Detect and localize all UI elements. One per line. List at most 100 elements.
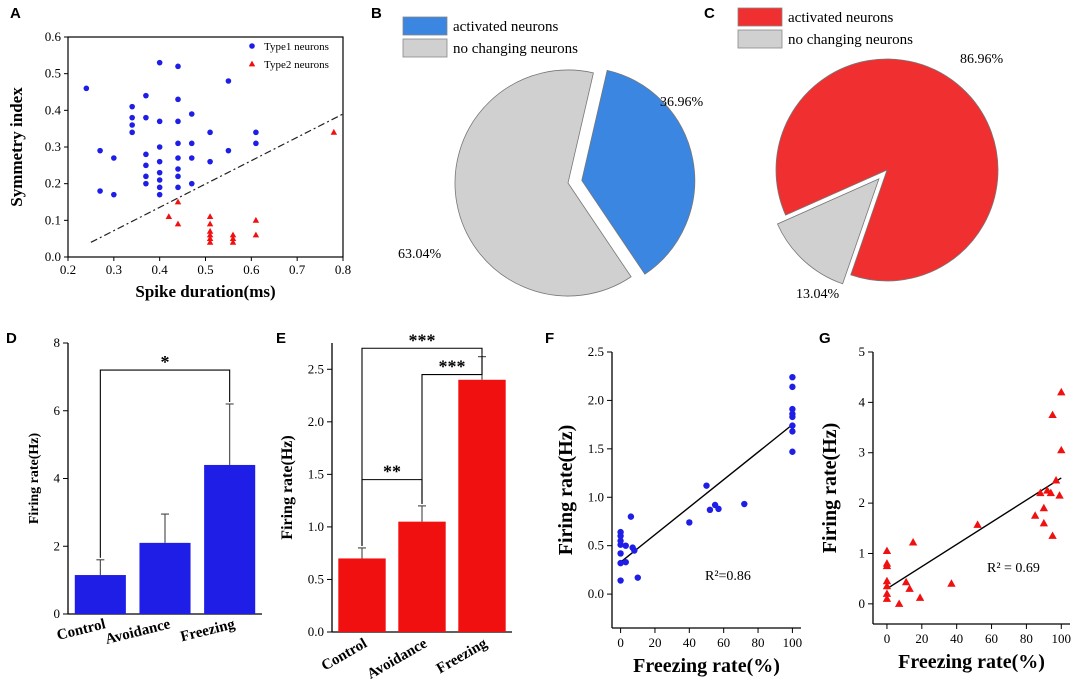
- panel-a-y-tick-label: 0.5: [45, 66, 61, 81]
- panel-letter-c: C: [704, 5, 715, 22]
- panel-g-point: [882, 561, 892, 570]
- panel-e-sig-bracket-1: [421, 354, 483, 504]
- panel-a-scatter: 0.2 0.3 0.4 0.5 0.6 0.7 0.8 0.0 0.1 0.2 0.3 0.4 0.5 0…: [7, 29, 351, 301]
- panel-f-point: [622, 542, 629, 549]
- panel-f-x-tick-label: 0: [617, 635, 624, 650]
- panel-f-fit-line: [620, 424, 793, 563]
- panel-g-point: [947, 579, 956, 587]
- panel-f-point: [634, 574, 641, 581]
- panel-e-y-tick-label: 2.5: [308, 361, 324, 376]
- panel-a-legend-type1-marker: [249, 43, 255, 49]
- panel-g-y-tick-label: 5: [859, 344, 866, 359]
- panel-e-sig-label-1: ***: [439, 357, 466, 377]
- panel-a-type1-point: [207, 158, 213, 165]
- panel-f-point: [715, 505, 722, 513]
- panel-a-legend-type2-marker: [248, 60, 256, 67]
- panel-a-type1-point: [143, 162, 149, 169]
- panel-f-x-tick-label: 80: [752, 635, 765, 650]
- panel-a-type1-point: [143, 114, 149, 121]
- panel-a-type2-point: [229, 235, 237, 242]
- panel-g-scatter: 0 20 40 60 80 100 0 1 2 3 4 5 Freezing rate(%) Firing…: [819, 344, 1071, 673]
- panel-e-bar-freezing: [458, 379, 506, 632]
- panel-f-x-tick-label: 100: [783, 635, 803, 650]
- panel-d-sig-bracket-0: [99, 369, 231, 558]
- panel-a-type2-point: [330, 128, 338, 135]
- panel-g-point: [901, 577, 911, 586]
- panel-g-point: [1048, 410, 1057, 419]
- panel-a-x-tick-label: 0.3: [106, 262, 122, 277]
- panel-f-r2-annotation: R²=0.86: [705, 569, 751, 584]
- panel-g-y-tick-label: 4: [859, 394, 866, 409]
- panel-letter-b: B: [371, 5, 382, 22]
- panel-a-y-tick-label: 0.1: [45, 212, 61, 227]
- panel-a-type1-point: [156, 184, 163, 191]
- panel-f-point: [789, 413, 796, 421]
- panel-a-type1-point: [143, 173, 149, 180]
- panel-c-slice-1: [776, 178, 880, 285]
- panel-g-point: [882, 581, 892, 590]
- panel-a-type1-point: [225, 147, 232, 154]
- panel-g-x-tick-label: 40: [950, 631, 963, 646]
- panel-g-r2-annotation: R² = 0.69: [987, 561, 1040, 576]
- panel-f-x-tick-label: 20: [648, 635, 661, 650]
- panel-c-legend-swatch-1: [737, 29, 783, 49]
- panel-f-point: [617, 577, 624, 584]
- panel-letter-g: G: [819, 330, 831, 347]
- panel-a-type2-point: [206, 227, 214, 234]
- panel-a-type1-point: [175, 140, 181, 147]
- panel-b-pie: 36.96% 63.04% activated neurons no changing…: [398, 16, 704, 297]
- panel-g-point: [1057, 387, 1066, 396]
- panel-g-point: [882, 546, 892, 555]
- panel-f-point: [789, 373, 796, 381]
- panel-a-x-tick-label: 0.8: [335, 262, 351, 277]
- panel-a-type1-point: [175, 96, 181, 103]
- panel-f-point: [617, 559, 624, 567]
- panel-f-point: [631, 547, 638, 554]
- panel-e-bar-avoidance: [398, 521, 446, 632]
- panel-a-type1-point: [188, 140, 195, 147]
- panel-letter-e: E: [276, 330, 286, 347]
- panel-d-category-label-control: Control: [55, 616, 107, 644]
- panel-d-y-tick-label: 0: [54, 606, 61, 621]
- panel-a-x-tick-label: 0.5: [197, 262, 213, 277]
- panel-d-bar-control: [74, 575, 126, 614]
- panel-a-type2-point: [174, 198, 182, 205]
- panel-a-type1-point: [129, 103, 135, 110]
- panel-g-point: [1039, 518, 1049, 527]
- panel-a-legend-type2-label: Type2 neurons: [264, 59, 329, 71]
- panel-c-legend-label-0: activated neurons: [788, 10, 894, 26]
- panel-a-type1-point: [111, 155, 117, 161]
- panel-f-point: [789, 405, 796, 413]
- panel-a-type2-point: [206, 220, 214, 227]
- panel-f-point: [627, 513, 635, 520]
- panel-a-type1-point: [156, 191, 163, 198]
- panel-d-bar-freezing: [204, 464, 256, 614]
- panel-a-type2-point: [229, 231, 237, 238]
- panel-d-y-tick-label: 2: [54, 538, 61, 553]
- panel-a-type1-point: [253, 140, 259, 147]
- panel-a-y-tick-label: 0.6: [45, 29, 62, 44]
- panel-c-legend-label-1: no changing neurons: [788, 32, 913, 48]
- panel-f-x-title: Freezing rate(%): [633, 655, 780, 677]
- panel-f-point: [617, 537, 624, 545]
- panel-g-point: [1048, 531, 1057, 539]
- panel-a-type2-point: [165, 213, 173, 220]
- panel-d-y-title: Firing rate(Hz): [27, 432, 42, 524]
- panel-a-type1-point: [156, 169, 163, 176]
- panel-g-point: [1051, 476, 1061, 484]
- panel-g-y-title: Firing rate(Hz): [819, 423, 841, 554]
- panel-a-x-tick-label: 0.2: [60, 262, 76, 277]
- panel-e-sig-label-2: ***: [409, 330, 436, 350]
- panel-b-slice-0-percent: 36.96%: [660, 95, 704, 110]
- panel-f-y-tick-label: 0.5: [588, 538, 604, 553]
- panel-e-bar-control: [338, 558, 386, 632]
- panel-a-type1-point: [156, 59, 163, 66]
- panel-a-type1-point: [156, 158, 163, 165]
- panel-a-type1-point: [175, 166, 181, 172]
- panel-a-type1-point: [97, 147, 103, 154]
- panel-g-point: [973, 520, 982, 528]
- panel-a-type1-point: [129, 114, 135, 121]
- panel-a-type1-point: [175, 118, 181, 125]
